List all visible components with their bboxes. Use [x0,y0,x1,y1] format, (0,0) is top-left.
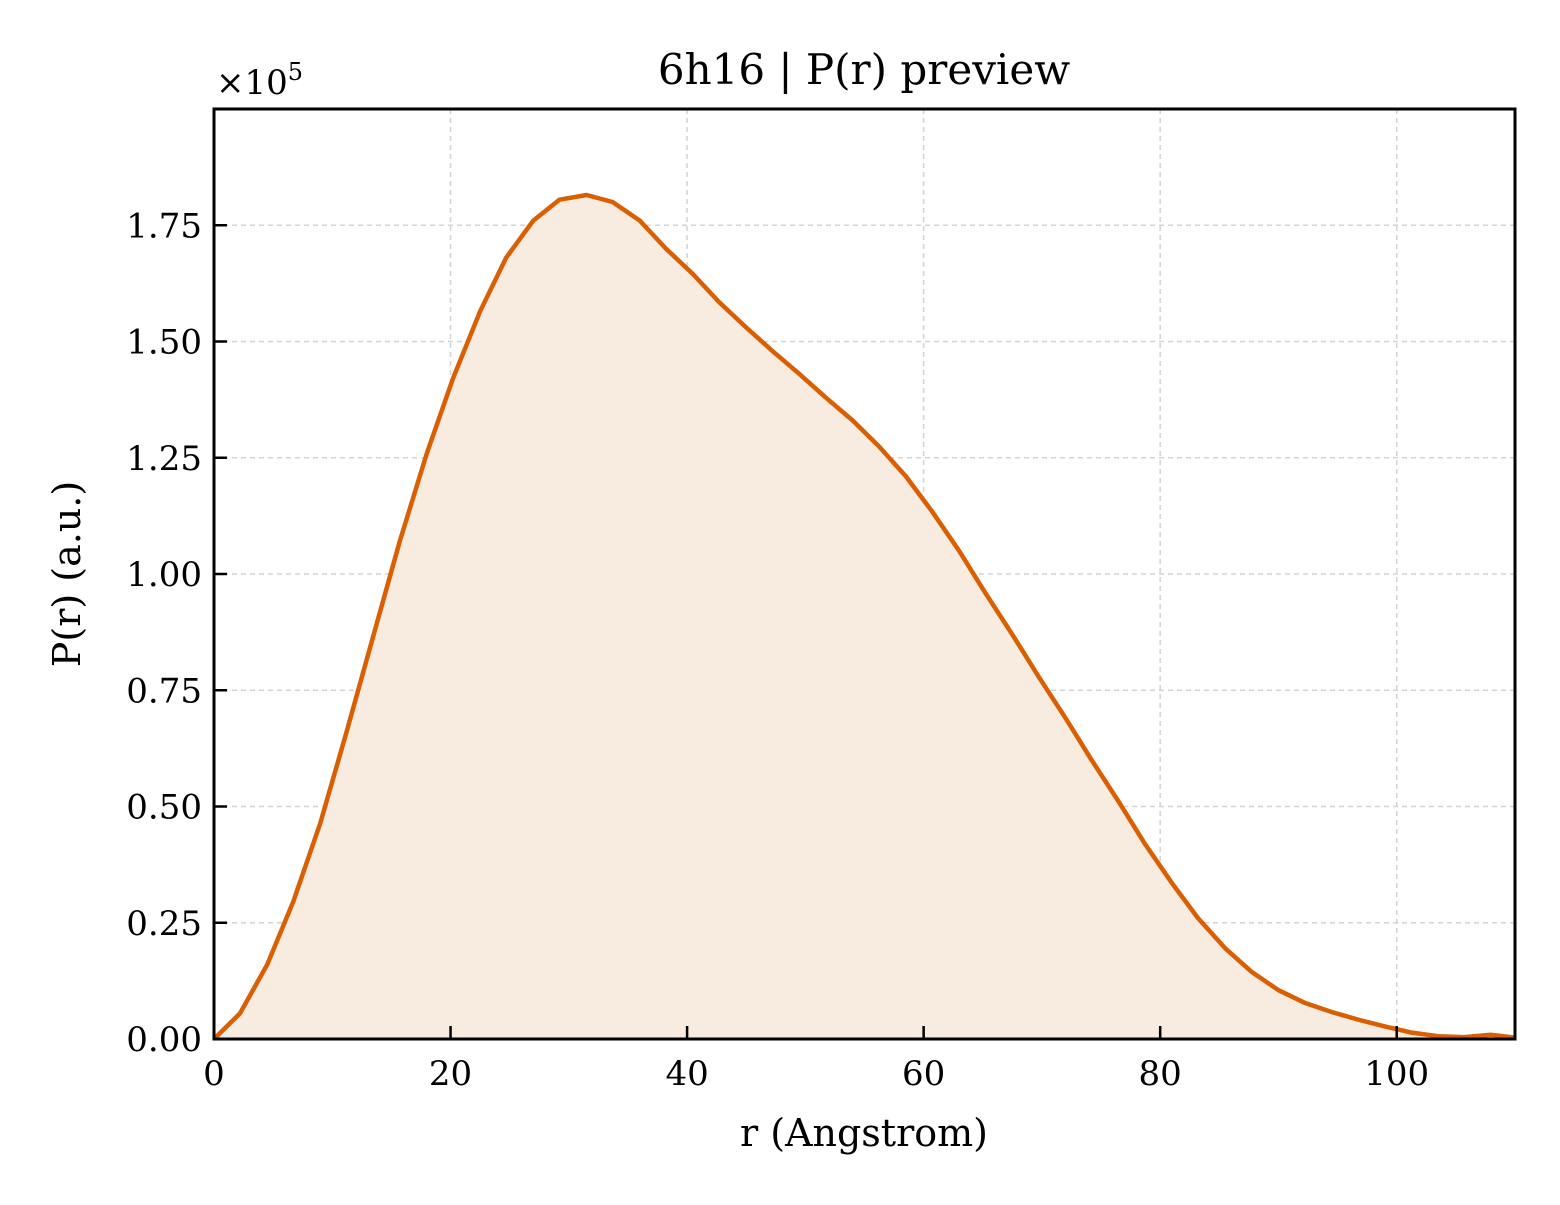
y-tick-label: 1.75 [126,206,202,246]
x-tick-label: 0 [203,1054,225,1094]
y-tick-label: 1.00 [126,555,202,595]
y-axis: 0.00 0.25 0.50 0.75 1.00 1.25 1.50 1.75 [126,206,227,1060]
y-tick-label: 0.25 [126,904,202,944]
y-tick-label: 0.50 [126,788,202,828]
x-tick-label: 80 [1139,1054,1182,1094]
x-axis-label: r (Angstrom) [740,1111,988,1155]
series-line [212,192,1516,1041]
chart-title: 6h16 | P(r) preview [658,45,1070,94]
x-axis: 0 20 40 60 80 100 [203,1026,1429,1094]
y-tick-label: 0.00 [126,1020,202,1060]
y-multiplier: ×105 [216,58,303,103]
y-tick-label: 0.75 [126,671,202,711]
x-tick-label: 60 [902,1054,945,1094]
area-fill [214,195,1515,1039]
x-tick-label: 40 [665,1054,708,1094]
y-tick-label: 1.50 [126,323,202,363]
x-tick-label: 20 [429,1054,472,1094]
y-axis-label: P(r) (a.u.) [45,481,89,667]
x-tick-label: 100 [1364,1054,1429,1094]
y-tick-label: 1.25 [126,439,202,479]
